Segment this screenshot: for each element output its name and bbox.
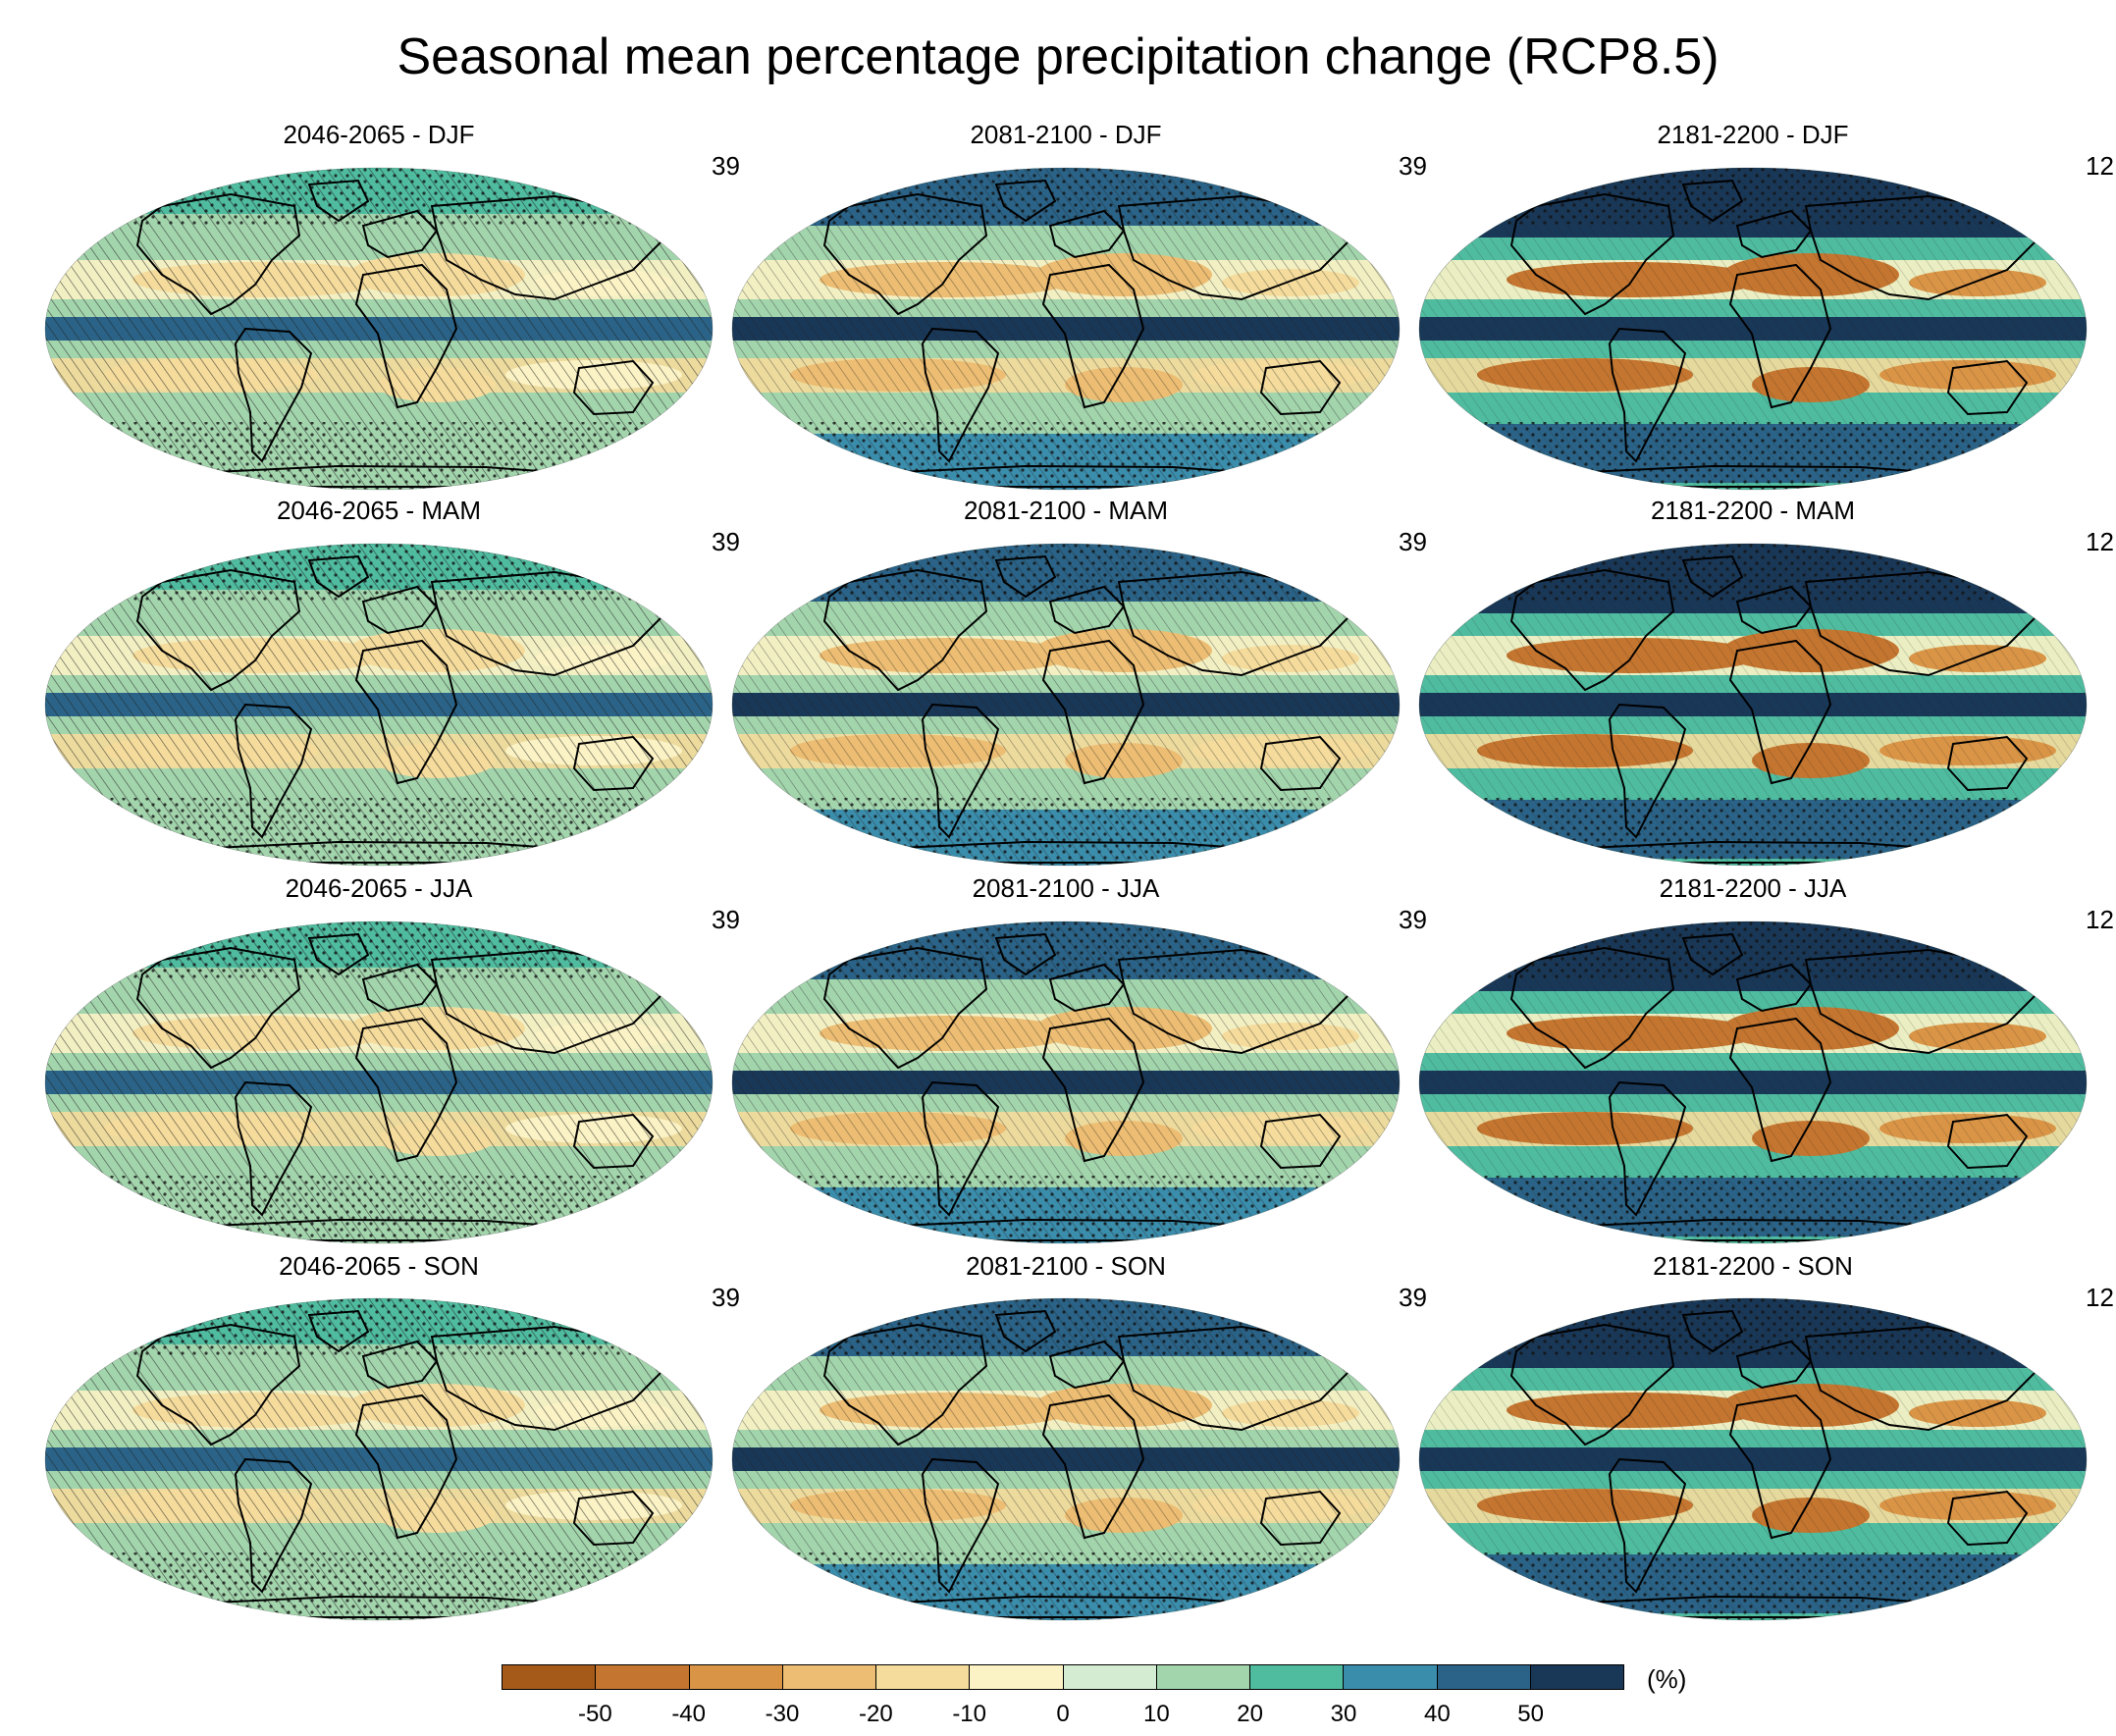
- model-count: 39: [712, 905, 740, 934]
- model-count: 39: [1399, 151, 1427, 181]
- precipitation-change-map: [1418, 921, 2088, 1244]
- colorbar-swatch: [689, 1665, 783, 1689]
- precipitation-change-map: [44, 1297, 714, 1621]
- colorbar-tick-label: -20: [858, 1701, 893, 1727]
- colorbar-tick-label: 50: [1517, 1701, 1545, 1727]
- panel-title: 2081-2100 - DJF: [970, 120, 1162, 149]
- model-count: 39: [712, 151, 740, 181]
- colorbar-tick-label: -50: [577, 1701, 612, 1727]
- colorbar: [502, 1664, 1624, 1690]
- colorbar-tick-label: 20: [1237, 1701, 1264, 1727]
- colorbar-tick-label: 0: [1056, 1701, 1070, 1727]
- colorbar-swatch: [1530, 1665, 1623, 1689]
- colorbar-swatch: [782, 1665, 876, 1689]
- model-count: 12: [2086, 1283, 2114, 1312]
- model-count: 12: [2086, 527, 2114, 556]
- model-count: 39: [712, 1283, 740, 1312]
- colorbar-swatch: [1344, 1665, 1438, 1689]
- precipitation-change-map: [1418, 167, 2088, 491]
- panel-title: 2046-2065 - MAM: [276, 496, 482, 525]
- model-count: 39: [1399, 1283, 1427, 1312]
- precipitation-change-map: [731, 1297, 1401, 1621]
- panel-title: 2046-2065 - DJF: [283, 120, 475, 149]
- precipitation-change-map: [731, 921, 1401, 1244]
- panel-title: 2046-2065 - SON: [279, 1251, 479, 1281]
- precipitation-change-map: [1418, 543, 2088, 867]
- precipitation-change-map: [44, 167, 714, 491]
- colorbar-tick-label: -40: [671, 1701, 706, 1727]
- colorbar-swatch: [503, 1665, 597, 1689]
- colorbar-tick-label: -10: [952, 1701, 986, 1727]
- model-count: 39: [1399, 527, 1427, 556]
- panel-title: 2046-2065 - JJA: [285, 873, 473, 903]
- colorbar-unit: (%): [1647, 1664, 1687, 1694]
- colorbar-swatch: [970, 1665, 1064, 1689]
- panel-title: 2081-2100 - MAM: [963, 496, 1169, 525]
- colorbar-tick-label: -30: [765, 1701, 800, 1727]
- colorbar-swatch: [1250, 1665, 1345, 1689]
- panel-title: 2181-2200 - SON: [1653, 1251, 1853, 1281]
- precipitation-change-map: [1418, 1297, 2088, 1621]
- precipitation-change-map: [44, 543, 714, 867]
- precipitation-change-map: [731, 543, 1401, 867]
- precipitation-change-map: [731, 167, 1401, 491]
- colorbar-tick-label: 10: [1142, 1701, 1170, 1727]
- panel-title: 2081-2100 - SON: [966, 1251, 1166, 1281]
- colorbar-swatch: [1437, 1665, 1531, 1689]
- model-count: 12: [2086, 151, 2114, 181]
- colorbar-swatch: [876, 1665, 971, 1689]
- figure-title: Seasonal mean percentage precipitation c…: [397, 28, 1719, 85]
- panel-title: 2181-2200 - MAM: [1650, 496, 1856, 525]
- precipitation-change-map: [44, 921, 714, 1244]
- panel-title: 2181-2200 - DJF: [1657, 120, 1849, 149]
- model-count: 39: [712, 527, 740, 556]
- model-count: 39: [1399, 905, 1427, 934]
- colorbar-tick-label: 40: [1423, 1701, 1451, 1727]
- colorbar-swatch: [1156, 1665, 1250, 1689]
- panel-title: 2181-2200 - JJA: [1659, 873, 1847, 903]
- colorbar-swatch: [596, 1665, 690, 1689]
- colorbar-swatch: [1063, 1665, 1157, 1689]
- colorbar-tick-label: 30: [1330, 1701, 1357, 1727]
- panel-title: 2081-2100 - JJA: [972, 873, 1160, 903]
- model-count: 12: [2086, 905, 2114, 934]
